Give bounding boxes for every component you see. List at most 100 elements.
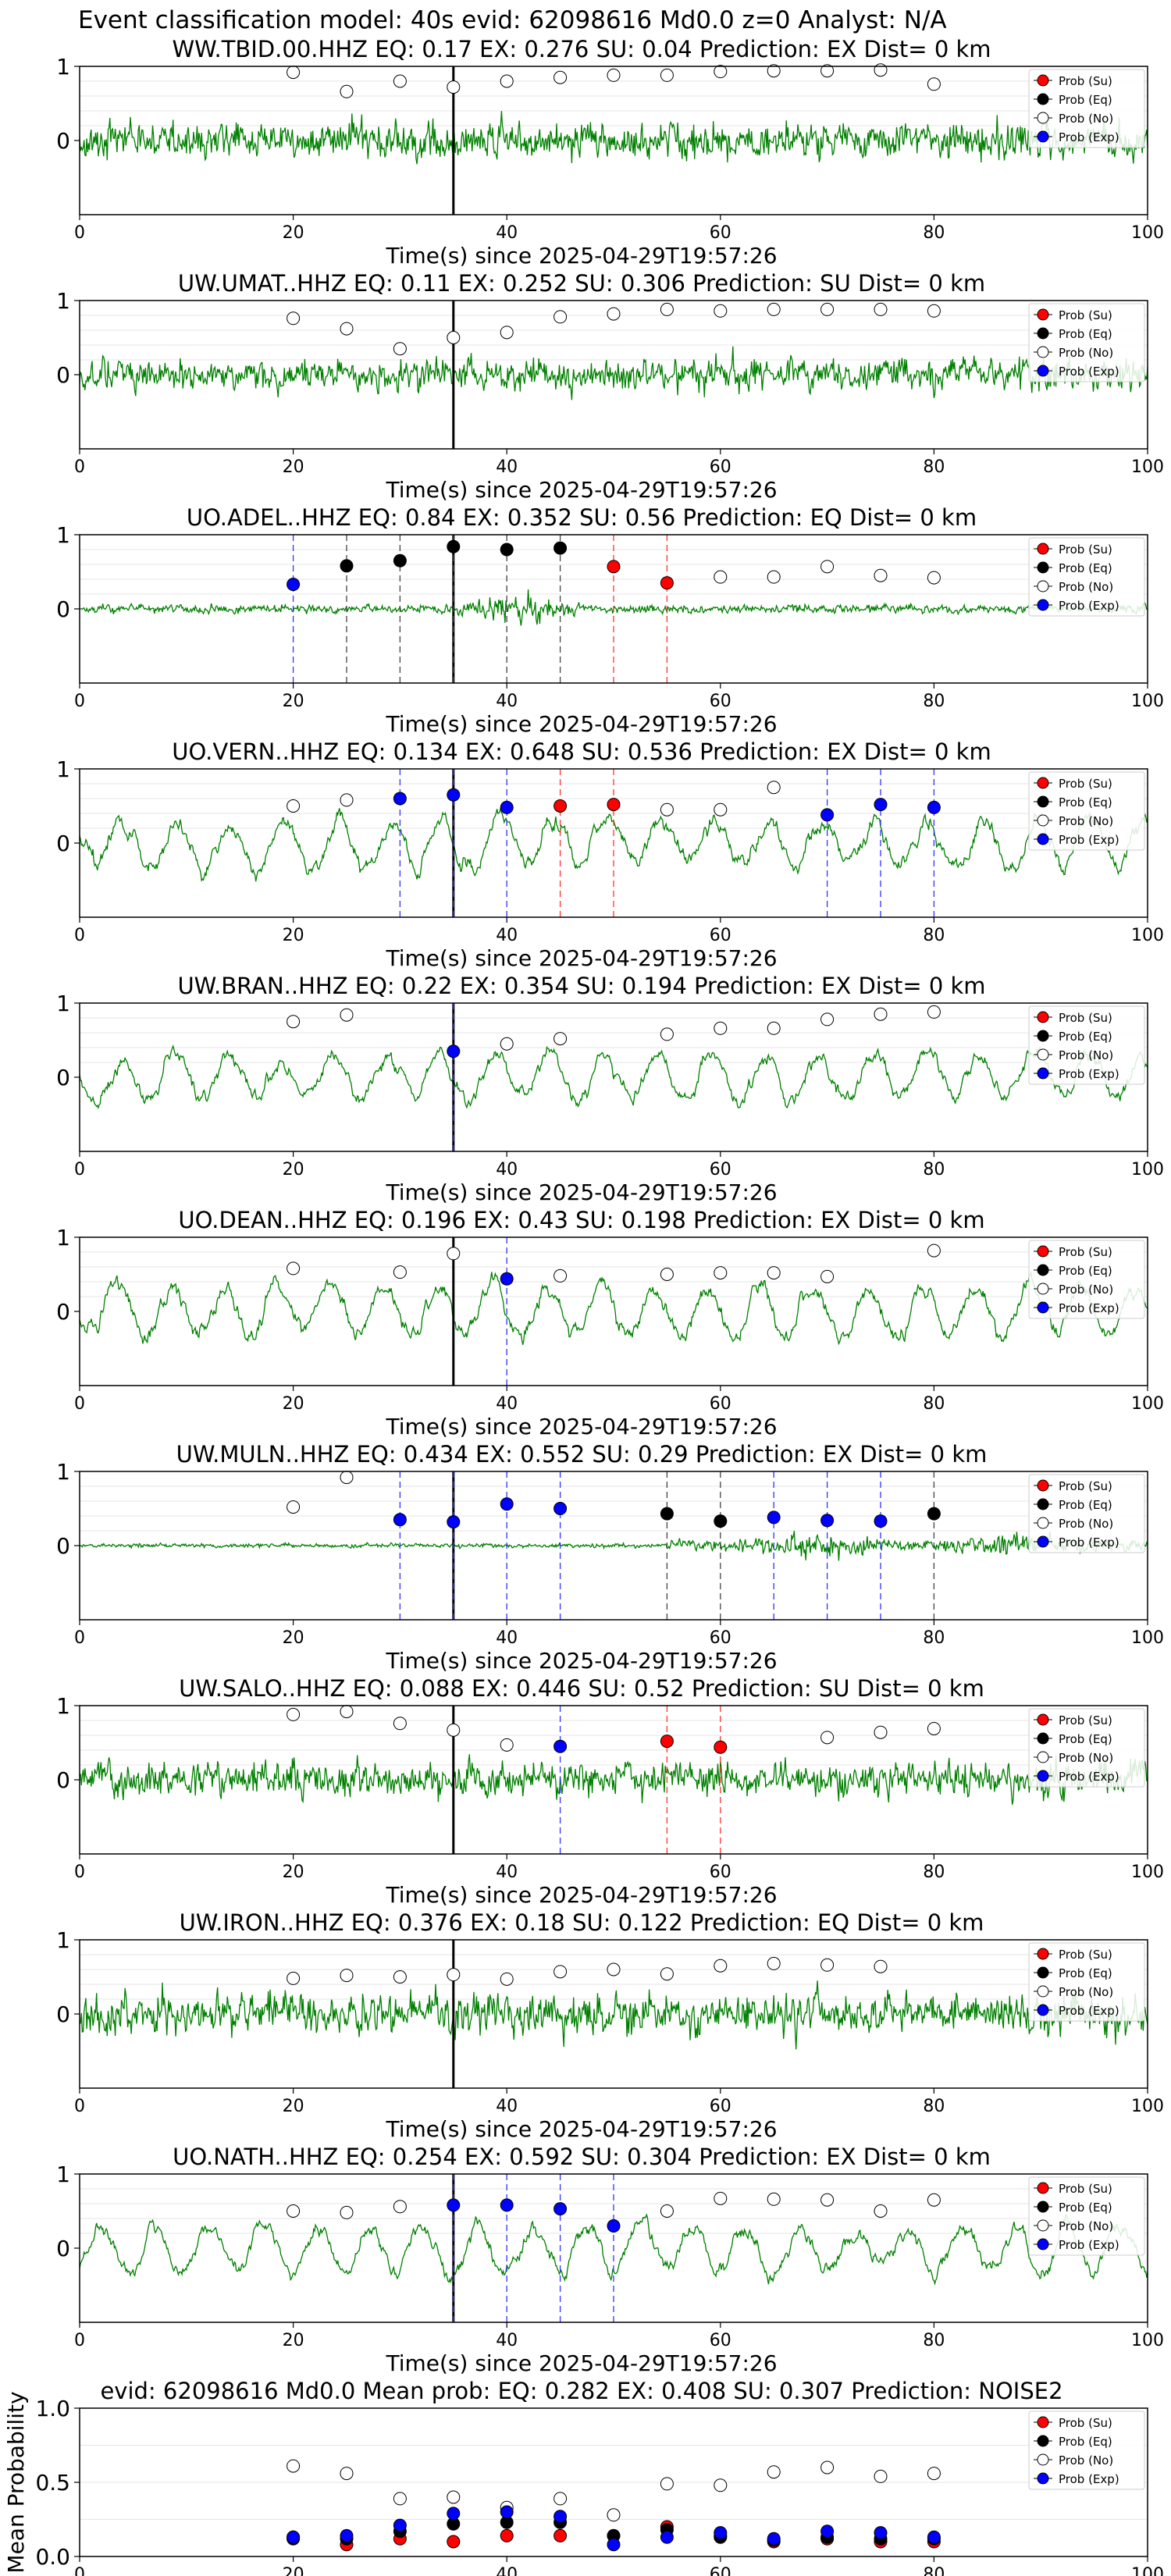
probability-point [874, 63, 888, 77]
probability-point [340, 2205, 354, 2219]
x-tick-label: 80 [923, 1160, 945, 1179]
legend-frame [1028, 69, 1145, 148]
probability-point [553, 2510, 568, 2524]
x-tick-label: 20 [283, 2097, 304, 2116]
legend-label: Prob (Eq) [1059, 2201, 1112, 2215]
probability-point [874, 1514, 888, 1528]
legend-marker [1037, 1770, 1049, 1782]
probability-point [767, 570, 781, 584]
x-tick-label: 40 [496, 2331, 518, 2350]
probability-point [767, 1510, 781, 1525]
probability-point [500, 1272, 514, 1286]
x-tick-label: 20 [283, 1628, 304, 1648]
x-tick-label: 20 [283, 2565, 304, 2576]
legend-marker [1037, 795, 1049, 808]
legend-marker [1037, 561, 1049, 574]
probability-point [874, 2204, 888, 2218]
probability-point [500, 2505, 514, 2519]
station-panel-uw-bran--hhz: UW.BRAN..HHZ EQ: 0.22 EX: 0.354 SU: 0.19… [56, 973, 1164, 1205]
probability-point [500, 1972, 514, 1986]
legend-label: Prob (Eq) [1059, 561, 1112, 575]
x-tick-label: 20 [283, 223, 304, 243]
probability-point [447, 1247, 461, 1261]
legend-marker [1037, 1067, 1049, 1080]
probability-point [820, 1269, 835, 1283]
legend-marker [1037, 1948, 1049, 1960]
y-tick-label: 1 [56, 1225, 70, 1251]
probability-point [287, 1707, 301, 1721]
x-tick-label: 80 [923, 1628, 945, 1648]
probability-point [553, 2202, 568, 2216]
legend-marker [1037, 327, 1049, 340]
x-tick-label: 0 [74, 692, 85, 711]
legend-marker [1037, 2472, 1049, 2485]
probability-point [447, 1723, 461, 1737]
probability-point [820, 2460, 835, 2475]
probability-point [927, 2193, 941, 2207]
probability-point [287, 1261, 301, 1276]
legend-label: Prob (Exp) [1059, 1301, 1119, 1315]
panel-title: UO.DEAN..HHZ EQ: 0.196 EX: 0.43 SU: 0.19… [178, 1207, 984, 1233]
legend-label: Prob (Eq) [1059, 1498, 1112, 1512]
probability-point [393, 1265, 407, 1279]
probability-point [874, 1725, 888, 1739]
waveform-trace [79, 1754, 1148, 1806]
probability-point [714, 1514, 728, 1528]
legend-label: Prob (Eq) [1059, 93, 1112, 107]
probability-point [340, 1969, 354, 1983]
legend-label: Prob (Exp) [1059, 1067, 1119, 1081]
y-tick-label: 1 [56, 1693, 70, 1719]
legend-label: Prob (Su) [1059, 1948, 1112, 1962]
probability-point [874, 568, 888, 582]
legend-label: Prob (Su) [1059, 1479, 1112, 1493]
probability-point [820, 1731, 835, 1745]
panel-title: UO.ADEL..HHZ EQ: 0.84 EX: 0.352 SU: 0.56… [187, 504, 977, 531]
legend-marker [1037, 2453, 1049, 2466]
probability-point [447, 331, 461, 344]
legend-label: Prob (Exp) [1059, 1770, 1119, 1784]
probability-point [287, 1971, 301, 1985]
legend-marker [1037, 1751, 1049, 1763]
probability-point [714, 1740, 728, 1754]
y-tick-label: 0 [56, 1299, 70, 1325]
probability-point [607, 1962, 621, 1976]
probability-point [393, 342, 407, 356]
probability-point [927, 304, 941, 318]
x-tick-label: 80 [923, 2331, 945, 2350]
y-tick-label: 0 [56, 1533, 70, 1559]
station-panel-uo-dean--hhz: UO.DEAN..HHZ EQ: 0.196 EX: 0.43 SU: 0.19… [56, 1207, 1164, 1439]
probability-point [927, 571, 941, 585]
y-tick-label: 1 [56, 1927, 70, 1953]
probability-point [447, 1044, 461, 1059]
probability-point [340, 322, 354, 336]
x-tick-label: 40 [496, 692, 518, 711]
legend-label: Prob (Exp) [1059, 130, 1119, 144]
legend: Prob (Su) Prob (Eq) Prob (No) Prob (Exp) [1028, 1474, 1145, 1553]
legend-marker [1037, 814, 1049, 827]
x-tick-label: 40 [496, 1628, 518, 1648]
legend-label: Prob (Exp) [1059, 2004, 1119, 2018]
x-tick-label: 60 [710, 1394, 731, 1414]
probability-point [500, 1037, 514, 1051]
legend-marker [1037, 1517, 1049, 1529]
x-tick-label: 80 [923, 2097, 945, 2116]
x-tick-label: 60 [710, 2097, 731, 2116]
station-panel-uw-salo--hhz: UW.SALO..HHZ EQ: 0.088 EX: 0.446 SU: 0.5… [56, 1675, 1164, 1908]
legend-label: Prob (Eq) [1059, 1732, 1112, 1746]
x-tick-label: 40 [496, 1394, 518, 1414]
x-axis-label: Time(s) since 2025-04-29T19:57:26 [385, 2350, 777, 2376]
x-tick-label: 80 [923, 2565, 945, 2576]
probability-point [500, 800, 514, 814]
probability-point [553, 1268, 568, 1283]
x-axis-label: Time(s) since 2025-04-29T19:57:26 [385, 243, 777, 269]
legend-marker [1037, 2416, 1049, 2428]
legend-label: Prob (No) [1059, 2219, 1113, 2233]
probability-point [500, 1497, 514, 1511]
probability-point [927, 1721, 941, 1735]
probability-point [767, 2532, 781, 2546]
panel-title: UO.NATH..HHZ EQ: 0.254 EX: 0.592 SU: 0.3… [173, 2144, 991, 2170]
waveform-trace [79, 1044, 1148, 1110]
probability-point [714, 2526, 728, 2540]
x-tick-label: 60 [710, 1863, 731, 1882]
